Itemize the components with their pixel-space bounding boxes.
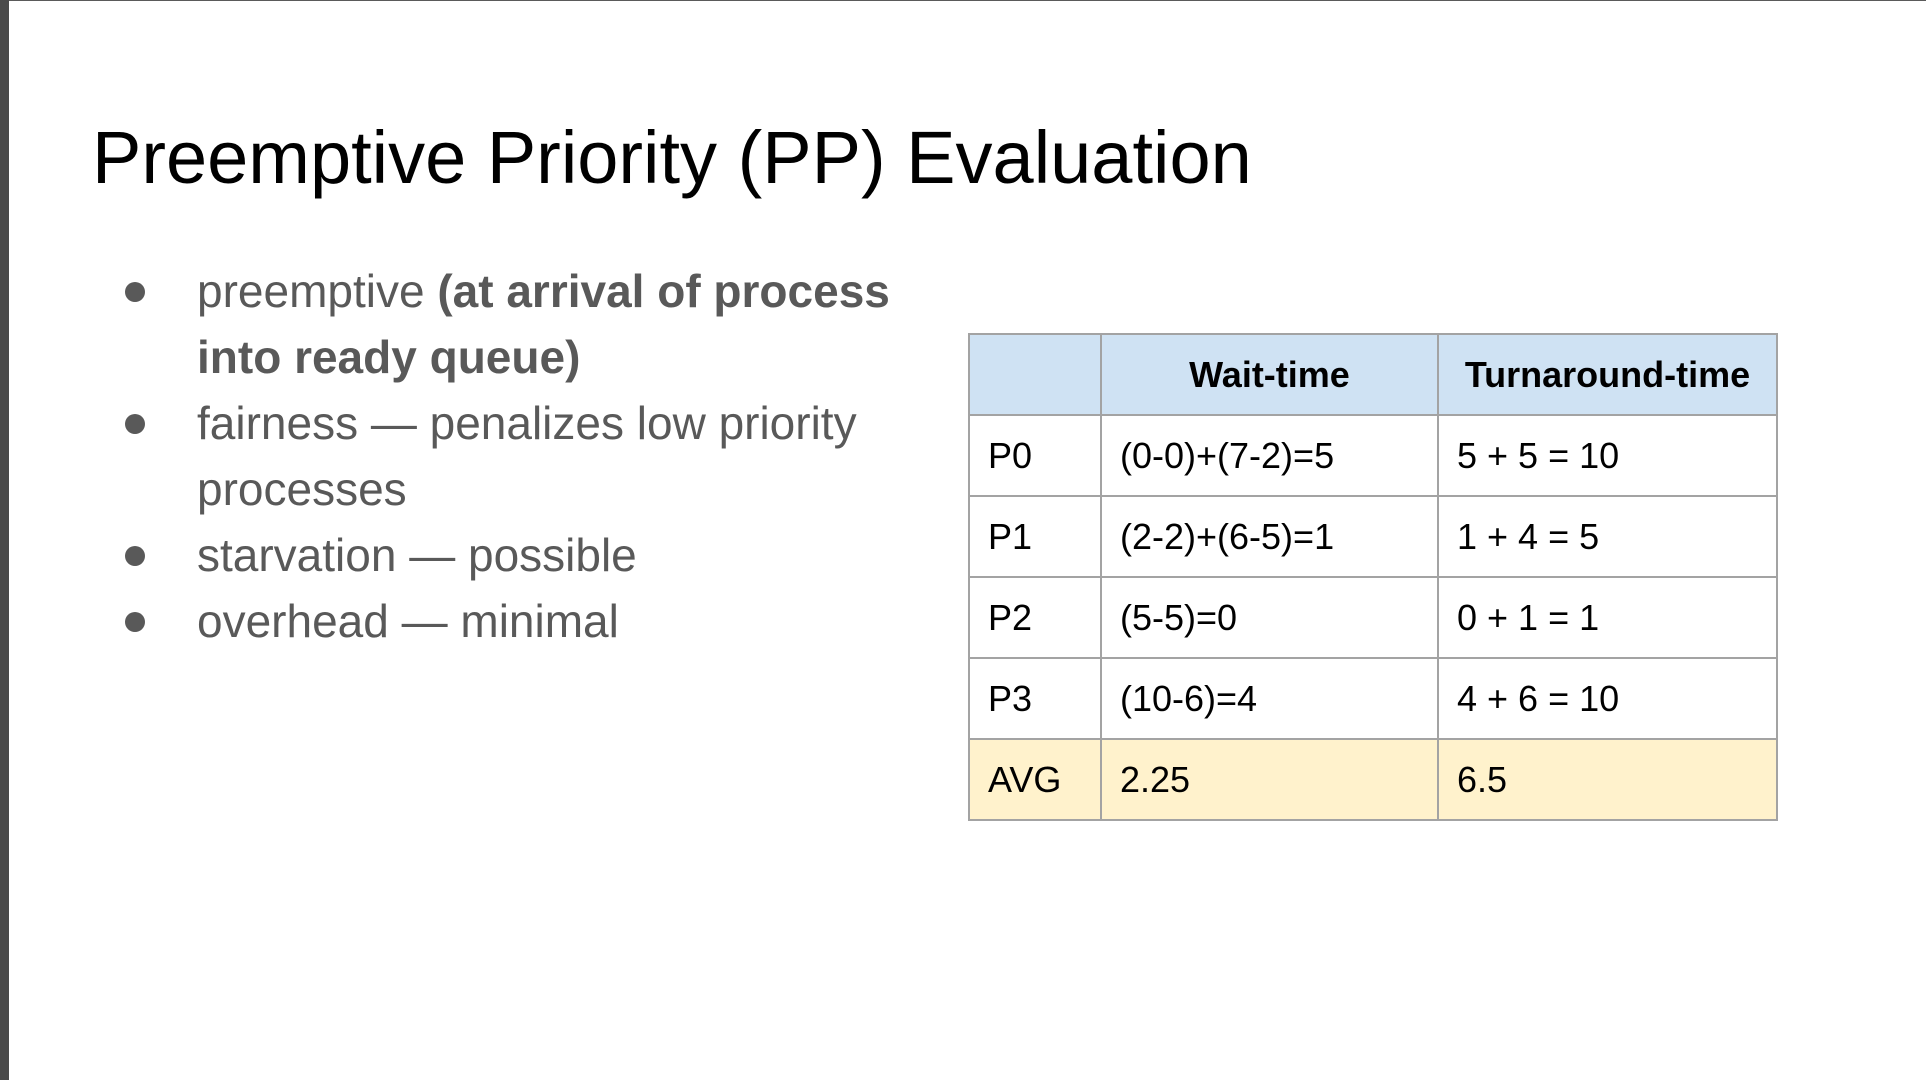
table-row: P2 (5-5)=0 0 + 1 = 1 [968,576,1778,659]
table-cell-turnaround-time: 5 + 5 = 10 [1437,414,1778,497]
slide: Preemptive Priority (PP) Evaluation pree… [9,1,1926,1080]
bullet-text: preemptive [197,265,438,317]
table-cell-wait-time: (2-2)+(6-5)=1 [1100,495,1439,578]
bullet-item-overhead: overhead — minimal [109,588,929,654]
table-header-wait-time: Wait-time [1100,333,1439,416]
table-cell-turnaround-time: 1 + 4 = 5 [1437,495,1778,578]
table-header-cell-empty [968,333,1102,416]
table-row: P0 (0-0)+(7-2)=5 5 + 5 = 10 [968,414,1778,497]
table-cell-process: P2 [968,576,1102,659]
window-left-edge [0,0,9,1080]
bullet-bold-text: (at arrival of process into ready queue) [197,265,890,383]
table-cell-wait-time: (0-0)+(7-2)=5 [1100,414,1439,497]
bullet-dot-icon [125,546,145,566]
table-cell-wait-time: (10-6)=4 [1100,657,1439,740]
bullet-list: preemptive (at arrival of process into r… [109,258,929,654]
table-cell-process: P0 [968,414,1102,497]
table-cell-avg-label: AVG [968,738,1102,821]
evaluation-table: Wait-time Turnaround-time P0 (0-0)+(7-2)… [968,333,1778,821]
bullet-dot-icon [125,282,145,302]
bullet-item-fairness: fairness — penalizes low priority proces… [109,390,929,522]
table-cell-avg-turnaround-time: 6.5 [1437,738,1778,821]
bullet-text: fairness — penalizes low priority proces… [197,397,857,515]
table-cell-process: P3 [968,657,1102,740]
table-row-average: AVG 2.25 6.5 [968,738,1778,821]
slide-title: Preemptive Priority (PP) Evaluation [92,116,1252,199]
table-cell-wait-time: (5-5)=0 [1100,576,1439,659]
bullet-item-preemptive: preemptive (at arrival of process into r… [109,258,929,390]
bullet-text: overhead — minimal [197,595,619,647]
bullet-dot-icon [125,414,145,434]
table-cell-turnaround-time: 4 + 6 = 10 [1437,657,1778,740]
table-header-row: Wait-time Turnaround-time [968,333,1778,416]
bullet-text: starvation — possible [197,529,637,581]
table-cell-avg-wait-time: 2.25 [1100,738,1439,821]
table-cell-process: P1 [968,495,1102,578]
table-row: P1 (2-2)+(6-5)=1 1 + 4 = 5 [968,495,1778,578]
table-row: P3 (10-6)=4 4 + 6 = 10 [968,657,1778,740]
table-header-turnaround-time: Turnaround-time [1437,333,1778,416]
bullet-item-starvation: starvation — possible [109,522,929,588]
table-cell-turnaround-time: 0 + 1 = 1 [1437,576,1778,659]
window-top-edge [0,0,1926,1]
bullet-dot-icon [125,612,145,632]
